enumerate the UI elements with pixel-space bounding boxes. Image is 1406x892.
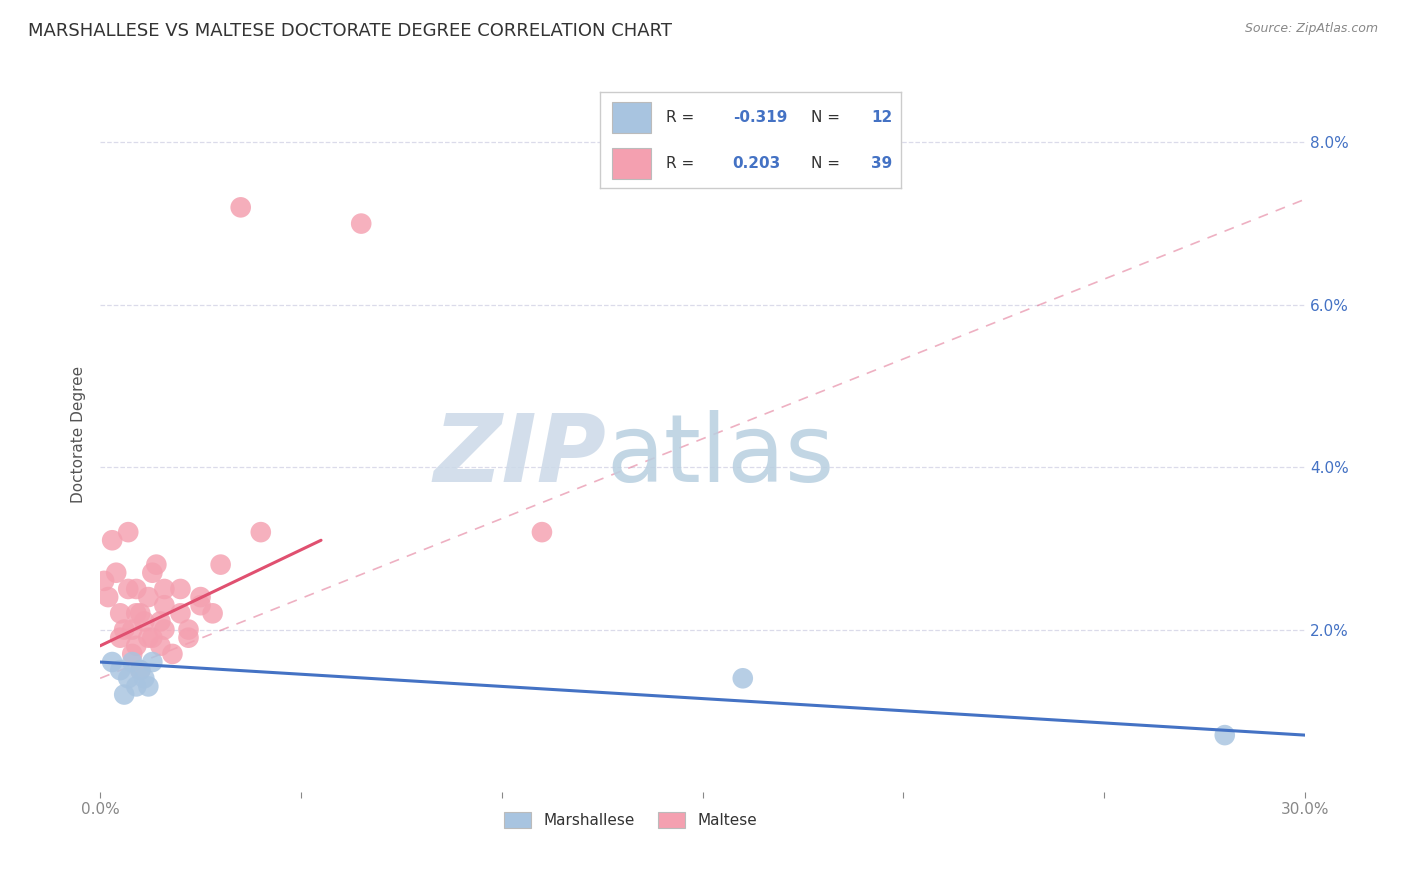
Point <box>134 671 156 685</box>
Point <box>125 639 148 653</box>
Point <box>153 623 176 637</box>
Point <box>117 525 139 540</box>
Point <box>229 200 252 214</box>
Text: MARSHALLESE VS MALTESE DOCTORATE DEGREE CORRELATION CHART: MARSHALLESE VS MALTESE DOCTORATE DEGREE … <box>28 22 672 40</box>
Point <box>169 582 191 596</box>
Point <box>129 607 152 621</box>
Point <box>136 590 159 604</box>
Point <box>136 631 159 645</box>
Legend: Marshallese, Maltese: Marshallese, Maltese <box>498 806 763 834</box>
Point <box>162 647 184 661</box>
Point <box>121 655 143 669</box>
Point <box>350 217 373 231</box>
Point <box>97 590 120 604</box>
Point <box>201 607 224 621</box>
Point <box>249 525 271 540</box>
Point <box>530 525 553 540</box>
Point <box>141 655 163 669</box>
Point <box>129 663 152 677</box>
Point <box>112 688 135 702</box>
Point <box>136 680 159 694</box>
Y-axis label: Doctorate Degree: Doctorate Degree <box>72 366 86 503</box>
Point <box>125 582 148 596</box>
Text: Source: ZipAtlas.com: Source: ZipAtlas.com <box>1244 22 1378 36</box>
Point <box>108 607 131 621</box>
Point <box>105 566 128 580</box>
Point <box>177 631 200 645</box>
Point <box>149 639 172 653</box>
Point <box>153 598 176 612</box>
Point <box>93 574 115 588</box>
Point <box>125 680 148 694</box>
Point <box>101 655 124 669</box>
Point <box>112 623 135 637</box>
Point <box>108 631 131 645</box>
Point <box>153 582 176 596</box>
Point <box>190 598 212 612</box>
Point <box>177 623 200 637</box>
Text: ZIP: ZIP <box>433 410 606 502</box>
Point <box>190 590 212 604</box>
Text: atlas: atlas <box>606 410 834 502</box>
Point <box>129 663 152 677</box>
Point <box>117 582 139 596</box>
Point <box>169 607 191 621</box>
Point <box>141 631 163 645</box>
Point <box>125 607 148 621</box>
Point <box>209 558 232 572</box>
Point <box>134 615 156 629</box>
Point <box>101 533 124 548</box>
Point <box>731 671 754 685</box>
Point <box>145 558 167 572</box>
Point <box>108 663 131 677</box>
Point <box>121 647 143 661</box>
Point <box>141 566 163 580</box>
Point <box>121 623 143 637</box>
Point <box>1213 728 1236 742</box>
Point <box>149 615 172 629</box>
Point <box>117 671 139 685</box>
